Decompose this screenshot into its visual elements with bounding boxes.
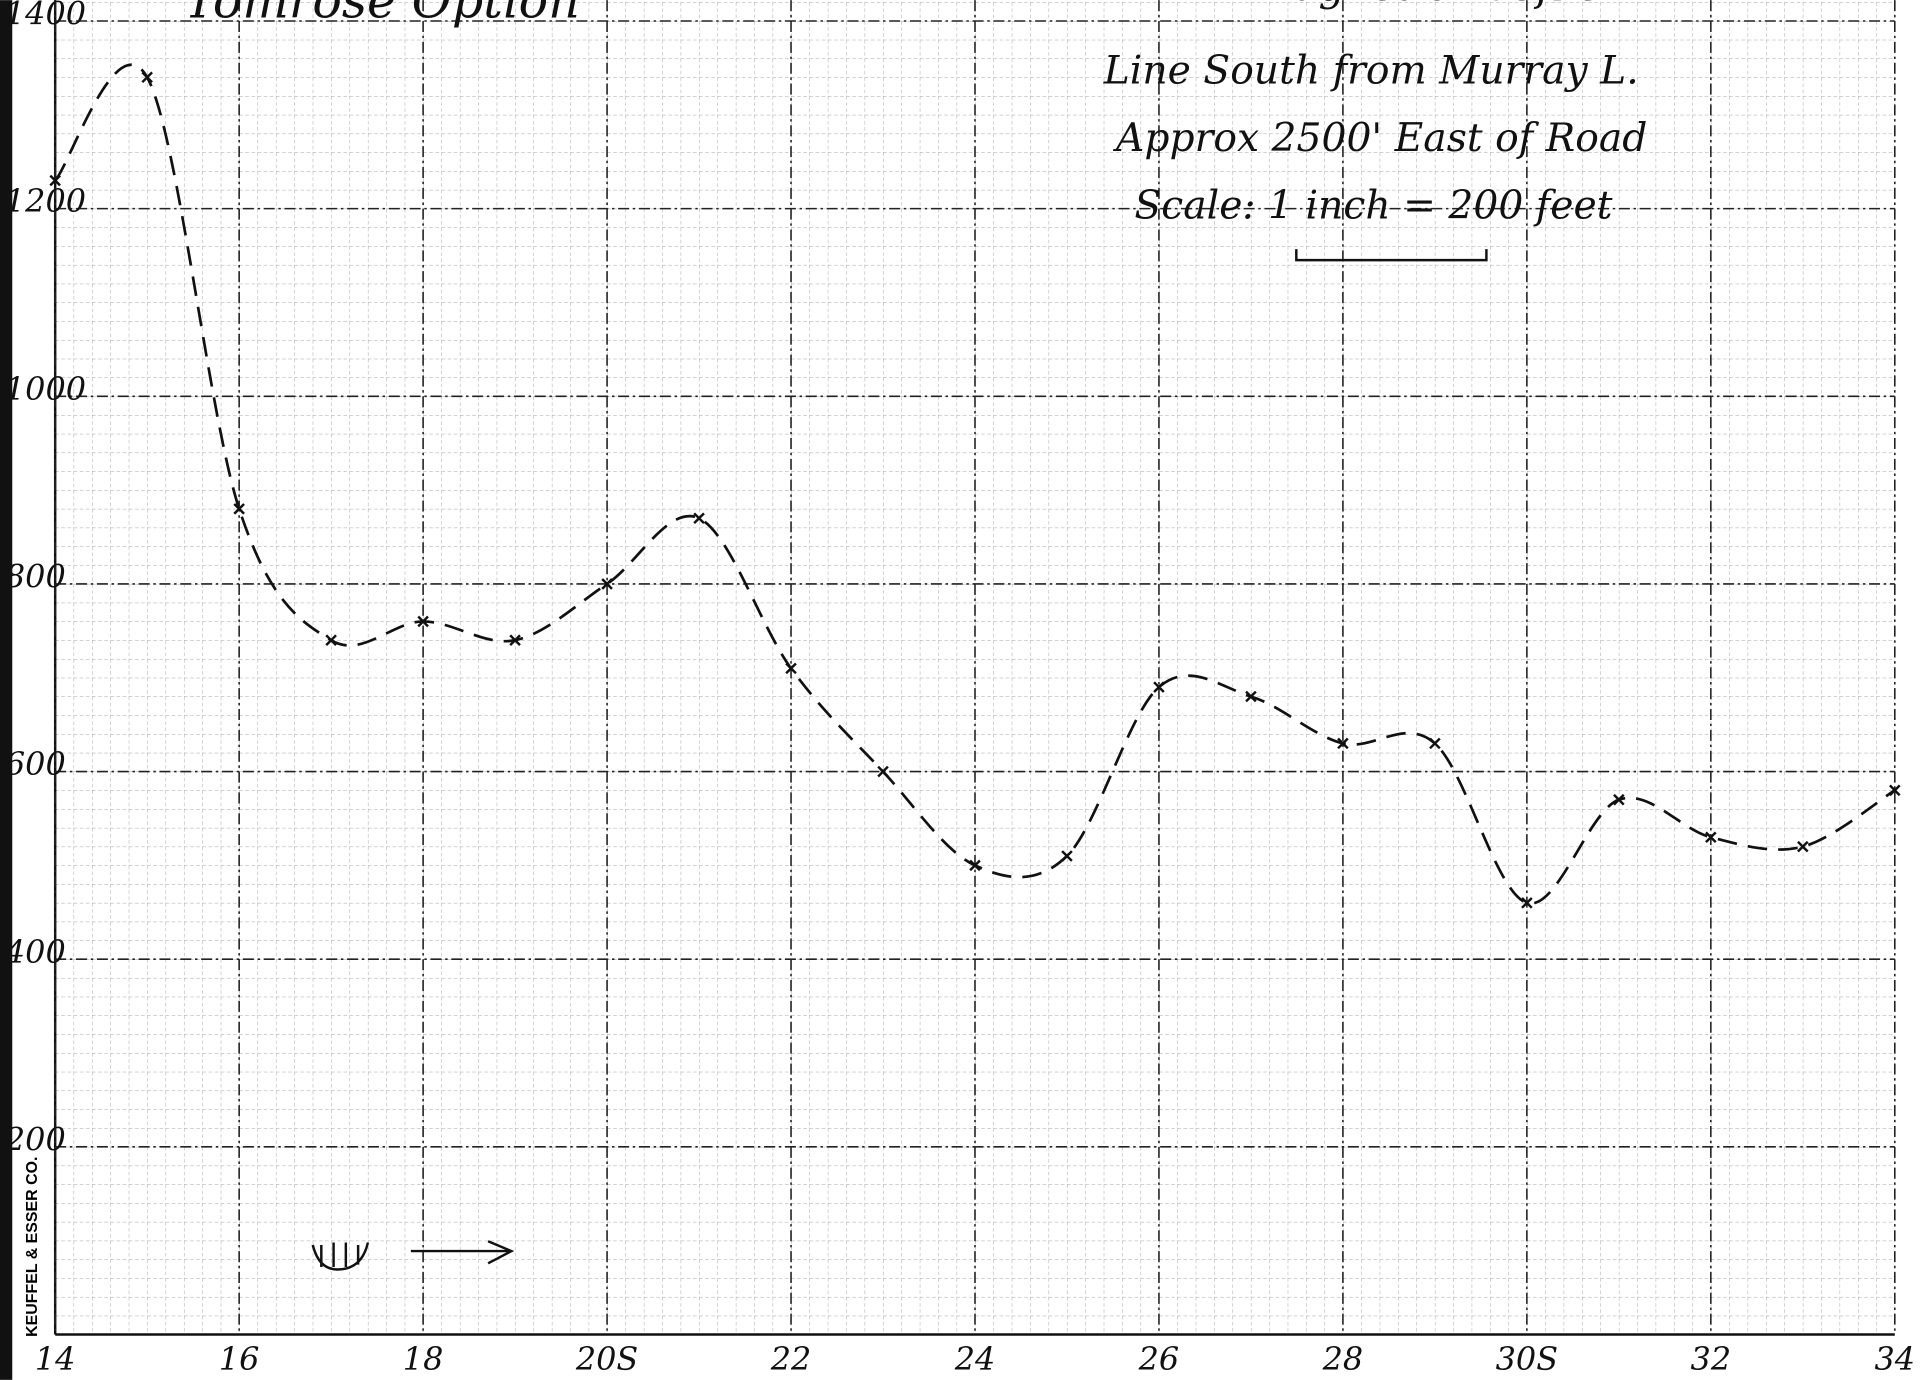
data-point: [1245, 690, 1257, 703]
direction-symbol: [311, 1242, 370, 1271]
x-tick-label: 30S: [1496, 1340, 1558, 1378]
scan-edge: [0, 0, 13, 1380]
data-point: [1153, 681, 1165, 693]
paper-brand: KEUFFEL & ESSER CO.: [24, 1157, 41, 1337]
x-tick-label: 24: [954, 1340, 996, 1378]
chart-title: Tomrose Option: [184, 0, 580, 29]
y-tick-label: 600: [5, 745, 66, 783]
annotation: Scale: 1 inch = 200 feet: [1134, 183, 1612, 228]
x-tick-label: 20S: [575, 1340, 638, 1378]
x-tick-label: 22: [770, 1340, 812, 1378]
y-tick-label: 800: [5, 558, 66, 596]
y-tick-label: 1000: [5, 370, 86, 408]
x-tick-label: 16: [219, 1340, 260, 1378]
data-point: [1429, 737, 1441, 750]
data-point: [785, 662, 797, 675]
y-tick-label: 400: [4, 933, 66, 971]
data-point: [1797, 840, 1809, 853]
plot: [49, 63, 1901, 909]
data-point: [233, 503, 245, 515]
data-point: [141, 71, 153, 84]
data-point: [1521, 897, 1533, 909]
data-point: [1705, 831, 1717, 844]
x-tick-label: 26: [1138, 1340, 1180, 1378]
x-tick-label: 34: [1875, 1340, 1916, 1378]
scale-bar: [1295, 249, 1488, 262]
chart-subtitle: Magnetic Profile: [1250, 0, 1602, 10]
data-point: [1613, 793, 1625, 806]
profile-line: [54, 63, 1896, 905]
data-point: [877, 765, 889, 778]
x-tick-label: 28: [1322, 1340, 1364, 1378]
annotation: Approx 2500' East of Road: [1113, 116, 1647, 161]
x-tick-label: 32: [1691, 1340, 1732, 1378]
x-tick-label: 14: [35, 1340, 76, 1378]
data-point: [1889, 784, 1901, 797]
data-point: [49, 174, 61, 187]
y-tick-label: 200: [4, 1120, 66, 1158]
y-tick-label: 1200: [5, 182, 86, 220]
data-point: [417, 615, 429, 628]
data-point: [325, 634, 337, 646]
data-point: [969, 859, 981, 872]
annotation: Line South from Murray L.: [1103, 49, 1639, 94]
data-point: [1061, 850, 1073, 862]
data-point: [1337, 737, 1349, 750]
y-tick-label: 1400: [5, 0, 86, 33]
data-point: [693, 512, 705, 525]
data-point: [601, 578, 613, 590]
data-point: [509, 634, 521, 646]
direction-arrow: [410, 1240, 515, 1265]
x-tick-label: 18: [403, 1340, 444, 1378]
